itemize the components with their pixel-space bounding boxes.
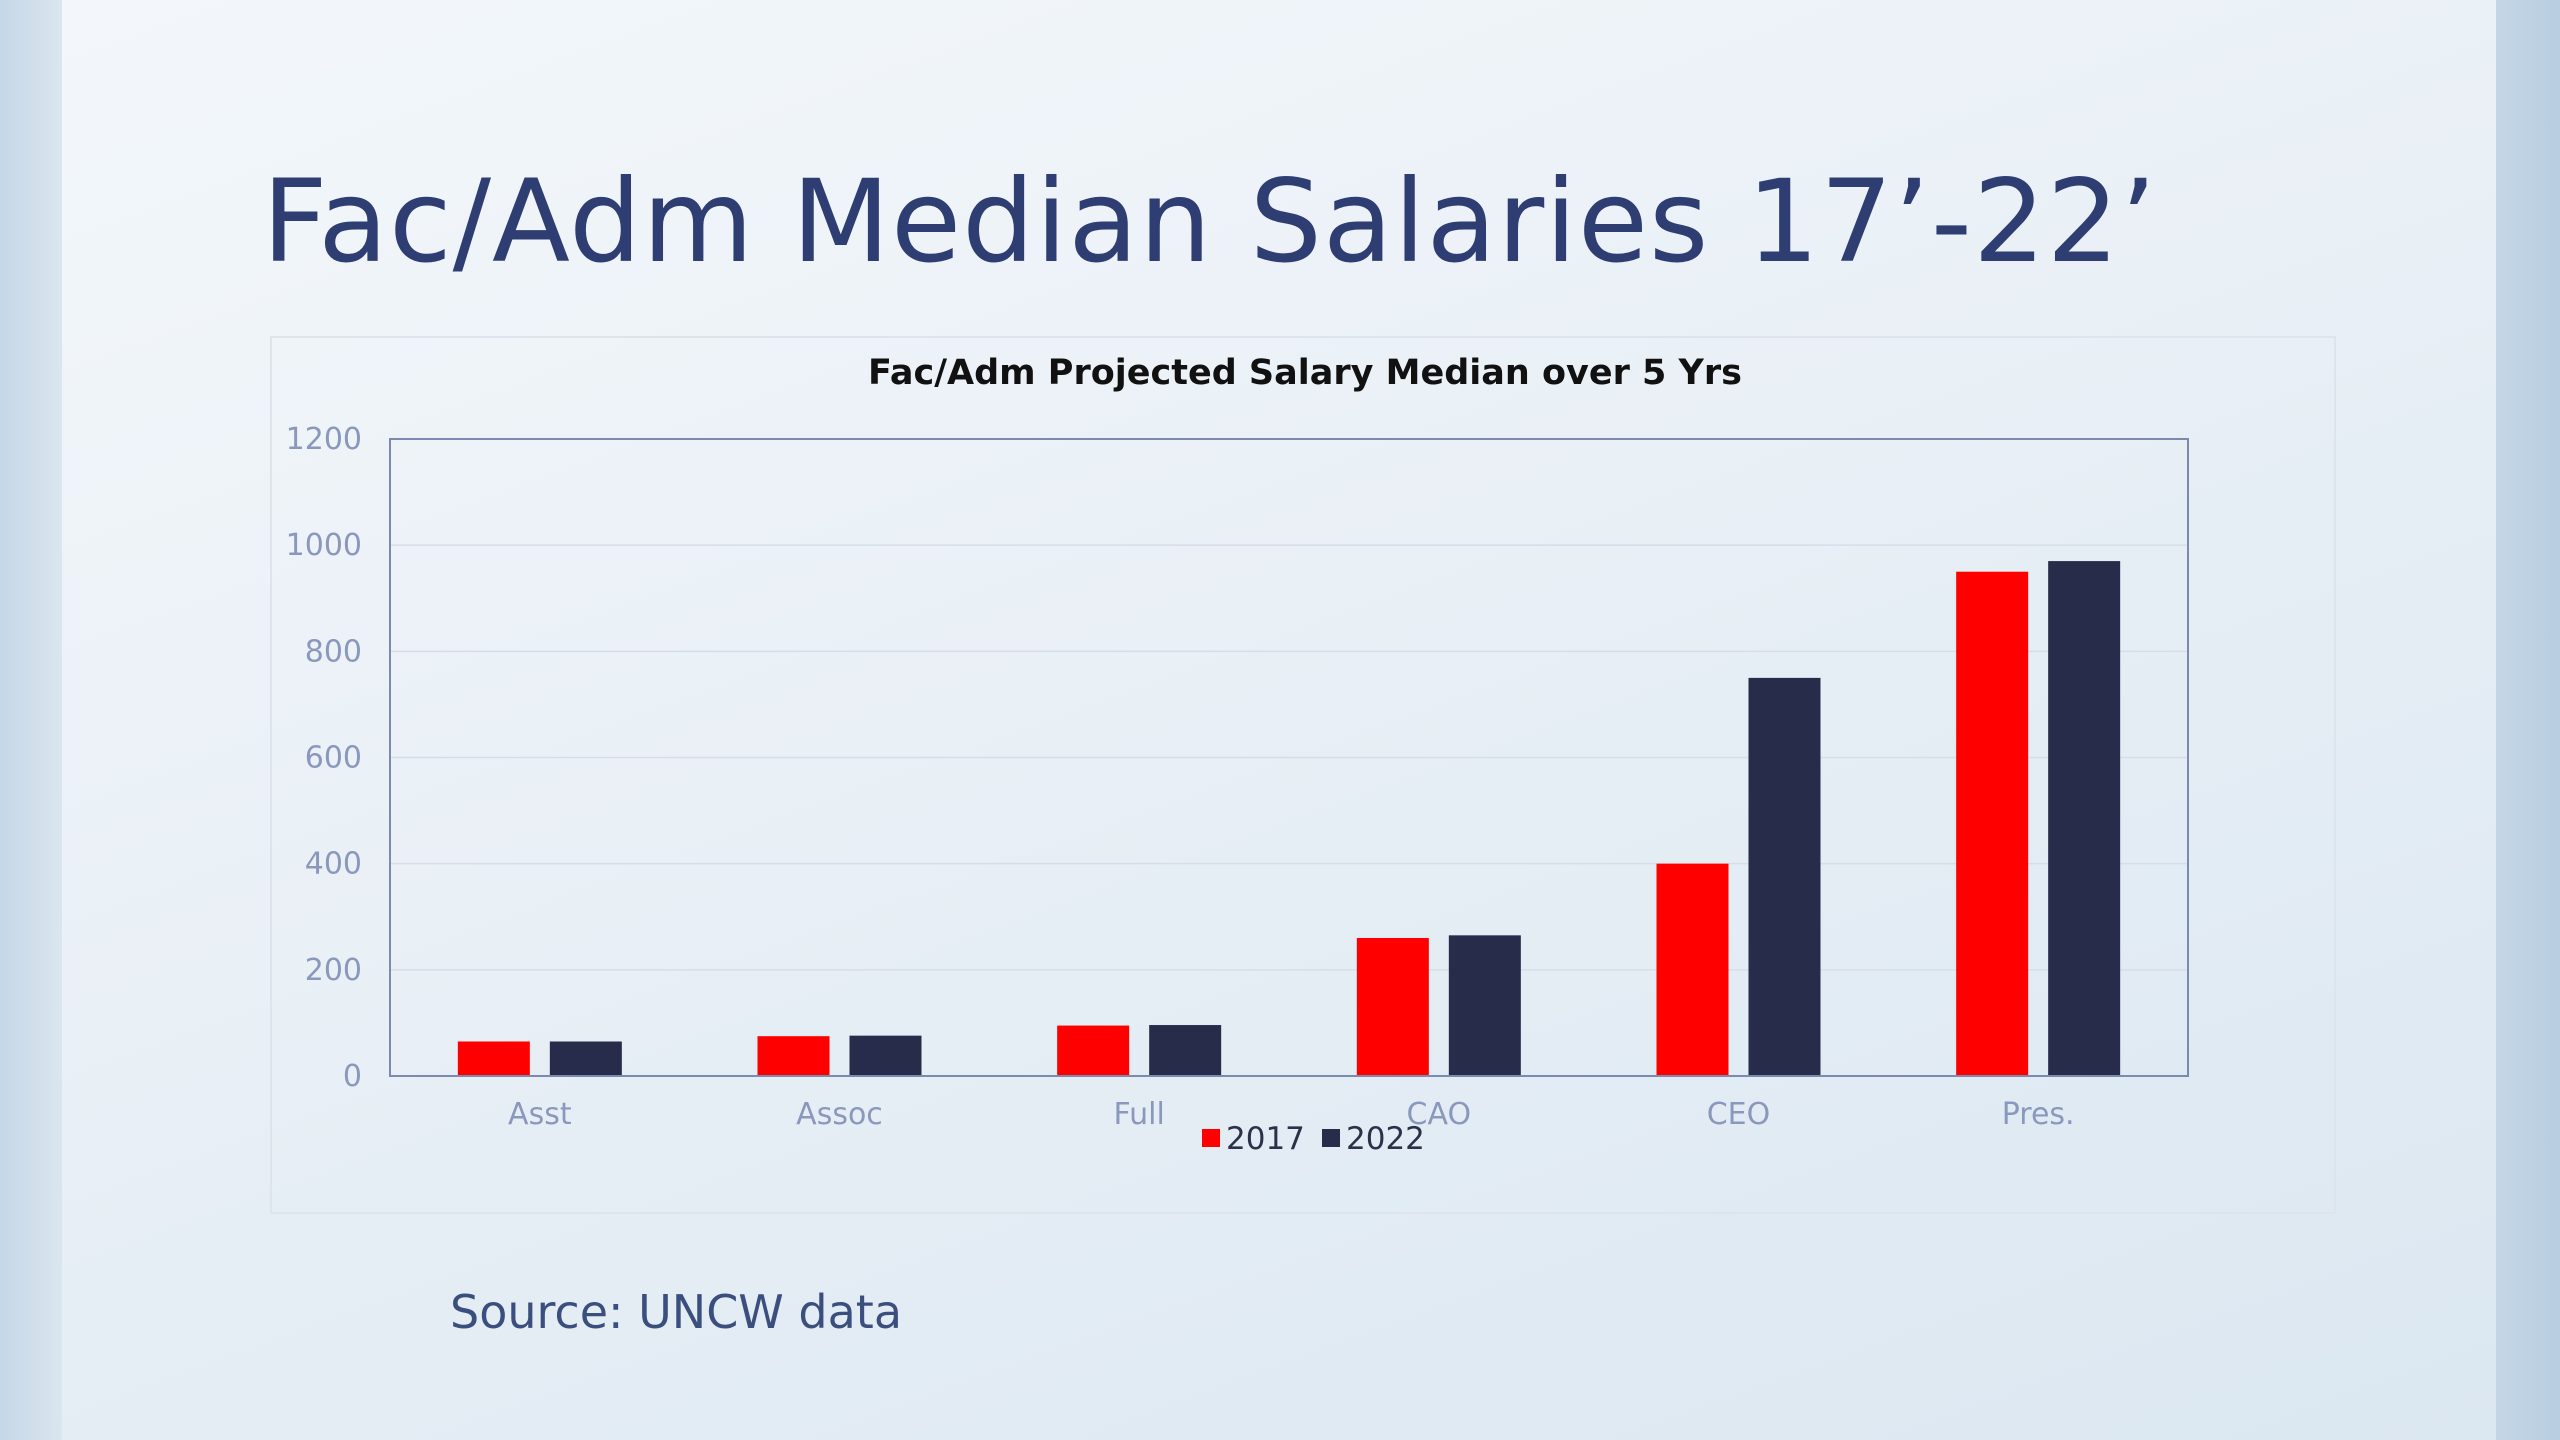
bar-2017-ceo <box>1656 863 1729 1076</box>
y-axis-ticks: 0 200 400 600 800 1000 1200 <box>286 422 362 1094</box>
x-tick-label: Assoc <box>796 1097 883 1132</box>
legend-swatch <box>1322 1129 1340 1147</box>
source-note: Source: UNCW data <box>450 1285 903 1339</box>
slide-title: Fac/Adm Median Salaries 17’-22’ <box>262 155 2158 288</box>
bar-2017-full <box>1057 1025 1130 1076</box>
bar-2022-asst <box>549 1041 622 1076</box>
bar-2022-cao <box>1448 935 1521 1076</box>
legend-swatch <box>1202 1129 1220 1147</box>
x-tick-label: Asst <box>508 1097 572 1132</box>
y-tick-label: 600 <box>305 741 362 776</box>
bar-2017-assoc <box>757 1036 830 1076</box>
y-tick-label: 1200 <box>286 422 362 457</box>
legend-label: 2022 <box>1346 1121 1425 1157</box>
bar-2022-assoc <box>849 1035 922 1076</box>
y-tick-label: 800 <box>305 634 362 669</box>
y-tick-label: 1000 <box>286 528 362 563</box>
bar-2022-full <box>1149 1025 1222 1076</box>
x-tick-label: CEO <box>1707 1097 1771 1132</box>
y-tick-label: 400 <box>305 847 362 882</box>
bar-2017-cao <box>1356 937 1429 1076</box>
bar-2022-pres <box>2048 561 2121 1076</box>
chart-title: Fac/Adm Projected Salary Median over 5 Y… <box>868 353 1742 393</box>
bar-chart: Fac/Adm Projected Salary Median over 5 Y… <box>286 353 2189 1157</box>
y-tick-label: 0 <box>343 1059 362 1094</box>
x-tick-label: Full <box>1114 1097 1165 1132</box>
x-tick-label: Pres. <box>2002 1097 2075 1132</box>
x-tick-label: CAO <box>1407 1097 1472 1132</box>
bars <box>457 561 2121 1076</box>
bar-2017-pres <box>1956 571 2029 1076</box>
bar-2017-asst <box>457 1041 530 1076</box>
legend: 2017 2022 <box>1202 1121 1425 1157</box>
bar-2022-ceo <box>1748 677 1821 1076</box>
y-tick-label: 200 <box>305 953 362 988</box>
gridlines <box>390 544 2188 971</box>
x-axis-ticks: Asst Assoc Full CAO CEO Pres. <box>508 1097 2075 1132</box>
chart-frame: Fac/Adm Projected Salary Median over 5 Y… <box>270 336 2336 1214</box>
plot-area-border <box>389 438 2189 1077</box>
legend-label: 2017 <box>1226 1121 1305 1157</box>
